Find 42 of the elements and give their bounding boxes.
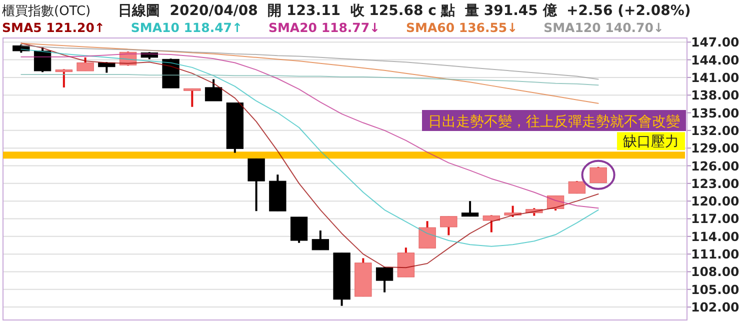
- candlestick: [204, 78, 222, 102]
- y-tick-label: 126.00: [691, 158, 740, 174]
- candlestick: [55, 68, 73, 88]
- y-tick-label: 111.00: [691, 246, 740, 262]
- candlestick: [418, 220, 436, 250]
- line-series: [20, 74, 599, 86]
- y-tick-label: 144.00: [691, 52, 740, 68]
- y-tick-label: 138.00: [691, 88, 740, 103]
- text: SMA20 118.77↓: [268, 20, 380, 35]
- annotation: 日出走勢不變，往上反彈走勢就不會改變: [428, 114, 680, 130]
- candlestick: [76, 56, 94, 72]
- y-tick-label: 117.00: [691, 211, 740, 226]
- y-tick-label: 102.00: [691, 300, 740, 315]
- candlestick: [290, 216, 308, 244]
- candlestick: [248, 158, 265, 212]
- chart-subtitle: 日線圖 2020/04/08 開 123.11 收 125.68 c 點 量 391.45 億 +2.56 (+2.08%): [118, 2, 691, 19]
- ref-line-label: 缺口壓力: [623, 134, 679, 150]
- chart-title: 櫃買指數(OTC): [2, 4, 91, 19]
- y-tick-label: 108.00: [691, 264, 740, 280]
- candlestick: [590, 166, 607, 184]
- candlestick: [184, 88, 201, 108]
- y-tick-label: 105.00: [691, 282, 740, 297]
- text: SMA60 136.55↓: [406, 20, 518, 35]
- y-tick-label: 123.00: [691, 176, 740, 191]
- line-series: [20, 42, 599, 104]
- y-tick-label: 132.00: [691, 122, 740, 138]
- series-label: SMA10 118.47↑: [130, 20, 242, 35]
- candlestick: [568, 180, 586, 194]
- y-tick-label: 120.00: [691, 194, 740, 209]
- series-label: SMA5 121.20↑: [2, 20, 105, 35]
- y-tick-label: 147.00: [691, 34, 740, 50]
- candlestick: [440, 215, 458, 236]
- y-tick-label: 129.00: [691, 140, 740, 156]
- candlestick: [461, 200, 479, 218]
- y-tick-label: 135.00: [691, 105, 740, 120]
- candlestick: [482, 214, 500, 234]
- candlestick: [376, 266, 394, 294]
- candlestick: [34, 46, 52, 74]
- y-tick-label: 141.00: [691, 70, 740, 85]
- y-tick-label: 114.00: [691, 228, 740, 244]
- text: SMA120 140.70↓: [544, 20, 664, 35]
- candlestick: [312, 230, 330, 251]
